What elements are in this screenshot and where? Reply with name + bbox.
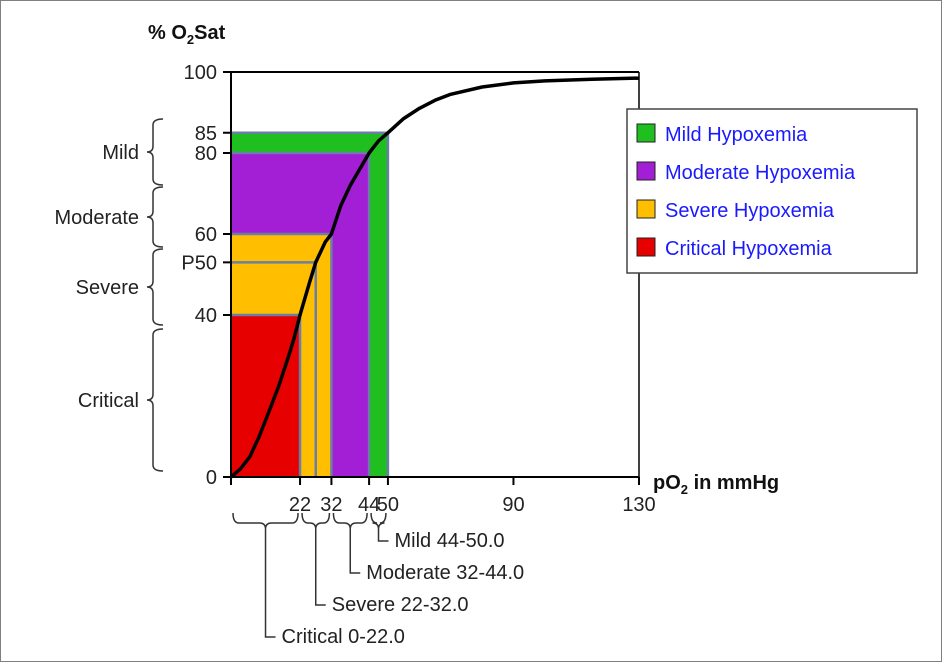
x-range-leader: [377, 529, 389, 542]
legend-label: Mild Hypoxemia: [665, 124, 808, 146]
legend-swatch: [636, 199, 656, 219]
x-axis-title-tail: in mmHg: [688, 472, 779, 494]
x-range-leader: [314, 529, 326, 606]
x-tick-label: 90: [502, 494, 524, 516]
x-axis-title: pO2 in mmHg: [653, 472, 779, 497]
x-range-label: Moderate 32-44.0: [366, 562, 524, 584]
y-axis-title-main: % O: [148, 22, 187, 44]
y-axis-title-subscript: 2: [187, 32, 194, 47]
x-axis-title-main: pO: [653, 472, 681, 494]
y-tick-label: 85: [195, 123, 217, 145]
y-axis-title-tail: Sat: [194, 22, 225, 44]
y-tick-label: 60: [195, 224, 217, 246]
legend-swatch: [636, 237, 656, 257]
legend-label: Moderate Hypoxemia: [665, 162, 856, 184]
x-range-leader: [349, 529, 361, 574]
y-tick-label: 40: [195, 305, 217, 327]
y-band-brace: [146, 118, 164, 186]
y-tick-label: P50: [181, 252, 217, 274]
y-band-label: Moderate: [55, 207, 140, 229]
region-critical: [231, 315, 301, 477]
x-range-leader: [264, 529, 276, 638]
x-range-label: Severe 22-32.0: [332, 594, 469, 616]
legend-swatch: [636, 161, 656, 181]
x-axis-title-subscript: 2: [681, 482, 688, 497]
legend-swatch: [636, 123, 656, 143]
x-tick-label: 130: [622, 494, 655, 516]
y-band-label: Mild: [102, 142, 139, 164]
x-tick-label: 32: [320, 494, 342, 516]
x-range-label: Mild 44-50.0: [395, 530, 505, 552]
y-band-label: Severe: [76, 277, 139, 299]
y-axis-title: % O2Sat: [148, 22, 226, 47]
x-range-label: Critical 0-22.0: [282, 626, 405, 648]
y-band-brace: [146, 186, 164, 248]
y-band-label: Critical: [78, 390, 139, 412]
legend-label: Severe Hypoxemia: [665, 200, 835, 222]
dissociation-curve: [229, 76, 640, 479]
y-tick-label: 0: [206, 467, 217, 489]
x-tick-label: 50: [377, 494, 399, 516]
x-tick-label: 22: [289, 494, 311, 516]
y-band-brace: [146, 248, 164, 326]
y-tick-label: 100: [184, 62, 217, 84]
y-band-brace: [146, 328, 164, 472]
x-tick-label: 44: [358, 494, 380, 516]
legend-box: [626, 108, 918, 274]
legend-label: Critical Hypoxemia: [665, 238, 833, 260]
y-tick-label: 80: [195, 143, 217, 165]
